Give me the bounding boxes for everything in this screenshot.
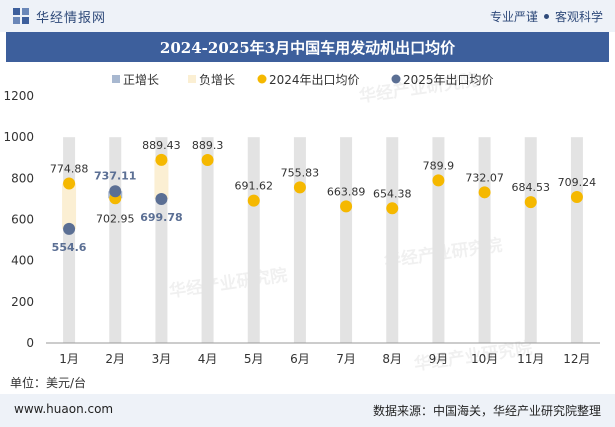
chart: 华经产业研究院华经产业研究院华经产业研究院华经产业研究院正增长负增长2024年出… [3,70,600,372]
footer-url[interactable]: www.huaon.com [14,402,114,416]
label-2025-2: 699.78 [140,211,182,224]
label-2024-2: 889.43 [142,139,181,152]
point-2024-3 [201,153,214,166]
unit-label: 单位：美元/台 [10,376,87,390]
y-tick-label-200: 200 [11,295,34,309]
background-bar-11 [570,137,583,343]
legend-swatch-2 [257,74,267,84]
x-tick-label-11: 12月 [563,352,590,366]
slogan-right: 客观科学 [554,10,603,24]
legend-label-3: 2025年出口均价 [403,73,494,87]
background-bar-4 [247,137,260,343]
label-2025-1: 737.11 [94,169,136,182]
x-tick-label-1: 2月 [105,352,125,366]
brand[interactable]: 华经情报网 [12,7,107,26]
x-tick-label-7: 8月 [382,352,402,366]
legend-label-0: 正增长 [123,73,159,87]
label-2024-8: 789.9 [423,159,455,172]
x-tick-label-9: 10月 [471,352,498,366]
y-tick-label-400: 400 [11,254,34,268]
point-2024-10 [524,196,537,209]
slogan-dot-icon [543,14,549,19]
point-2024-11 [570,191,583,204]
label-2024-9: 732.07 [465,171,504,184]
slogan: 专业严谨 客观科学 [490,8,603,25]
label-2024-5: 755.83 [281,166,320,179]
y-tick-label-600: 600 [11,213,34,227]
x-tick-label-3: 4月 [198,352,218,366]
label-2024-11: 709.24 [558,176,597,189]
background-bar-8 [432,137,445,343]
label-2024-0: 774.88 [50,163,89,176]
background-bar-6 [340,137,353,343]
legend-swatch-1 [188,75,196,83]
legend-label-2: 2024年出口均价 [269,73,360,87]
growth-band-0 [62,183,77,229]
x-tick-label-8: 9月 [429,352,449,366]
point-2024-0 [63,177,76,190]
label-2024-6: 663.89 [327,185,366,198]
x-tick-label-4: 5月 [244,352,264,366]
y-tick-label-800: 800 [11,171,34,185]
chart-title: 2024-2025年3月中国车用发动机出口均价 [6,32,609,62]
footer-source: 数据来源：中国海关，华经产业研究院整理 [372,404,601,418]
y-tick-label-0: 0 [26,336,34,350]
label-2024-1: 702.95 [96,212,135,225]
legend-label-1: 负增长 [199,73,235,87]
x-tick-label-2: 3月 [152,352,172,366]
label-2024-3: 889.3 [192,139,224,152]
y-tick-label-1000: 1000 [3,130,34,144]
label-2024-10: 684.53 [512,181,551,194]
point-2024-2 [155,153,168,166]
point-2025-1 [109,185,122,198]
point-2024-8 [432,174,445,187]
growth-band-2 [154,159,169,199]
legend-swatch-3 [391,74,401,84]
point-2024-7 [386,202,399,215]
huajing-logo-icon [13,8,29,24]
y-tick-label-1200: 1200 [3,89,34,103]
background-bar-0 [63,137,76,343]
background-bar-3 [201,137,214,343]
footer: www.huaon.com 数据来源：中国海关，华经产业研究院整理 [0,394,615,427]
label-2025-0: 554.6 [52,241,87,254]
background-bar-7 [386,137,399,343]
point-2025-2 [155,192,168,205]
x-tick-label-5: 6月 [290,352,310,366]
label-2024-4: 691.62 [235,180,274,193]
point-2024-6 [340,200,353,213]
point-2024-4 [247,194,260,207]
top-bar: 华经情报网 专业严谨 客观科学 [0,0,615,32]
background-bar-1 [109,137,122,343]
background-bar-9 [478,137,491,343]
label-2024-7: 654.38 [373,187,412,200]
x-tick-label-0: 1月 [59,352,79,366]
x-tick-label-6: 7月 [336,352,356,366]
background-bar-10 [524,137,537,343]
slogan-left: 专业严谨 [489,10,538,24]
legend-swatch-0 [112,75,120,83]
point-2025-0 [63,222,76,235]
x-tick-label-10: 11月 [517,352,544,366]
point-2024-5 [293,181,306,194]
brand-name: 华经情报网 [36,10,107,26]
watermark-1: 华经产业研究院 [168,265,289,302]
point-2024-9 [478,186,491,199]
